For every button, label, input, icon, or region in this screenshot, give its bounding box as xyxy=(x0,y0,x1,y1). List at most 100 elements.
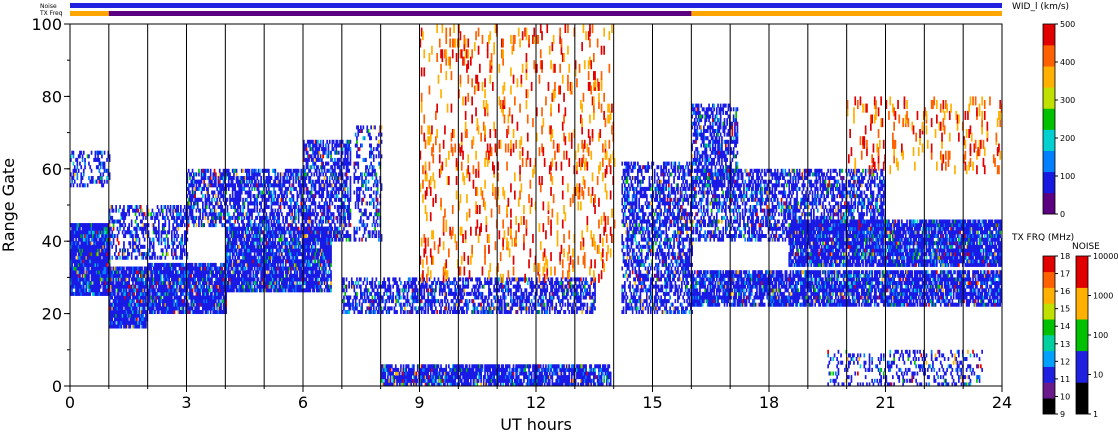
scatter-cell xyxy=(286,284,288,289)
scatter-cell xyxy=(255,168,257,173)
scatter-cell xyxy=(209,281,212,286)
scatter-cell xyxy=(308,252,310,257)
scatter-cell xyxy=(183,215,186,220)
scatter-cell xyxy=(137,248,139,253)
scatter-cell xyxy=(308,168,310,173)
scatter-cell xyxy=(287,172,290,177)
scatter-cell xyxy=(165,284,168,289)
scatter-cell xyxy=(270,241,273,246)
scatter-cell xyxy=(108,157,111,162)
scatter-cell xyxy=(328,244,331,249)
scatter-cell xyxy=(115,277,117,282)
scatter-cell xyxy=(237,208,239,213)
scatter-cell xyxy=(143,281,146,286)
scatter-cell xyxy=(238,281,240,286)
scatter-cell xyxy=(230,234,233,239)
scatter-cell xyxy=(141,302,143,307)
scatter-cell xyxy=(99,284,102,289)
scatter-cell xyxy=(86,273,89,278)
scatter-cell xyxy=(171,266,173,271)
scatter-cell xyxy=(128,324,130,329)
scatter-cell xyxy=(154,219,156,224)
scatter-cell xyxy=(295,212,297,217)
scatter-cell xyxy=(178,302,181,307)
scatter-cell xyxy=(95,255,98,260)
scatter-cell xyxy=(110,313,112,318)
scatter-cell xyxy=(315,273,318,278)
scatter-cell xyxy=(84,255,86,260)
scatter-cell xyxy=(326,194,328,199)
scatter-cell xyxy=(268,205,270,210)
scatter-cell xyxy=(225,284,227,289)
scatter-cell xyxy=(290,208,292,213)
scatter-cell xyxy=(306,208,309,213)
scatter-cell xyxy=(154,291,156,296)
scatter-cell xyxy=(322,234,325,239)
scatter-cell xyxy=(142,215,145,220)
scatter-cell xyxy=(321,205,323,210)
scatter-cell xyxy=(149,302,151,307)
scatter-cell xyxy=(88,226,90,231)
scatter-cell xyxy=(134,244,137,249)
scatter-cell xyxy=(186,194,189,199)
scatter-cell xyxy=(116,273,119,278)
scatter-cell xyxy=(215,215,217,220)
scatter-cell xyxy=(90,230,93,235)
scatter-cell xyxy=(235,284,238,289)
scatter-cell xyxy=(261,284,264,289)
scatter-cell xyxy=(208,306,211,311)
scatter-cell xyxy=(115,324,117,329)
scatter-cell xyxy=(156,266,159,271)
scatter-cell xyxy=(300,234,303,239)
scatter-cell xyxy=(319,237,322,242)
scatter-cell xyxy=(237,270,239,275)
scatter-cell xyxy=(195,302,198,307)
scatter-cell xyxy=(295,205,297,210)
scatter-cell xyxy=(71,241,73,246)
scatter-cell xyxy=(322,205,325,210)
scatter-cell xyxy=(151,208,154,213)
scatter-cell xyxy=(94,291,97,296)
scatter-cell xyxy=(95,291,98,296)
scatter-cell xyxy=(286,237,288,242)
scatter-cell xyxy=(231,284,234,289)
scatter-cell xyxy=(253,262,256,267)
scatter-cell xyxy=(240,288,243,293)
scatter-cell xyxy=(323,168,326,173)
scatter-cell xyxy=(303,205,305,210)
scatter-cell xyxy=(186,226,189,231)
scatter-cell xyxy=(279,284,282,289)
scatter-cell xyxy=(278,281,281,286)
scatter-cell xyxy=(121,302,124,307)
scatter-cell xyxy=(253,201,256,206)
scatter-cell xyxy=(256,284,259,289)
scatter-cell xyxy=(95,226,98,231)
scatter-cell xyxy=(159,302,161,307)
scatter-cell xyxy=(253,183,256,188)
scatter-cell xyxy=(142,226,145,231)
scatter-cell xyxy=(213,223,216,228)
scatter-cell xyxy=(108,219,111,224)
scatter-cell xyxy=(93,291,95,296)
scatter-cell xyxy=(304,244,306,249)
scatter-cell xyxy=(193,295,195,300)
scatter-cell xyxy=(218,190,221,195)
scatter-cell xyxy=(108,273,111,278)
scatter-cell xyxy=(117,291,120,296)
scatter-cell xyxy=(309,248,312,253)
scatter-cell xyxy=(299,183,301,188)
scatter-cell xyxy=(204,288,207,293)
scatter-cell xyxy=(271,208,274,213)
scatter-cell xyxy=(251,288,253,293)
scatter-cell xyxy=(312,255,314,260)
scatter-cell xyxy=(251,255,253,260)
scatter-cell xyxy=(207,295,209,300)
scatter-cell xyxy=(154,215,156,220)
scatter-cell xyxy=(246,234,248,239)
scatter-cell xyxy=(247,255,249,260)
scatter-cell xyxy=(93,223,95,228)
scatter-cell xyxy=(112,302,115,307)
scatter-cell xyxy=(128,284,130,289)
scatter-cell xyxy=(133,208,136,213)
scatter-cell xyxy=(165,234,168,239)
